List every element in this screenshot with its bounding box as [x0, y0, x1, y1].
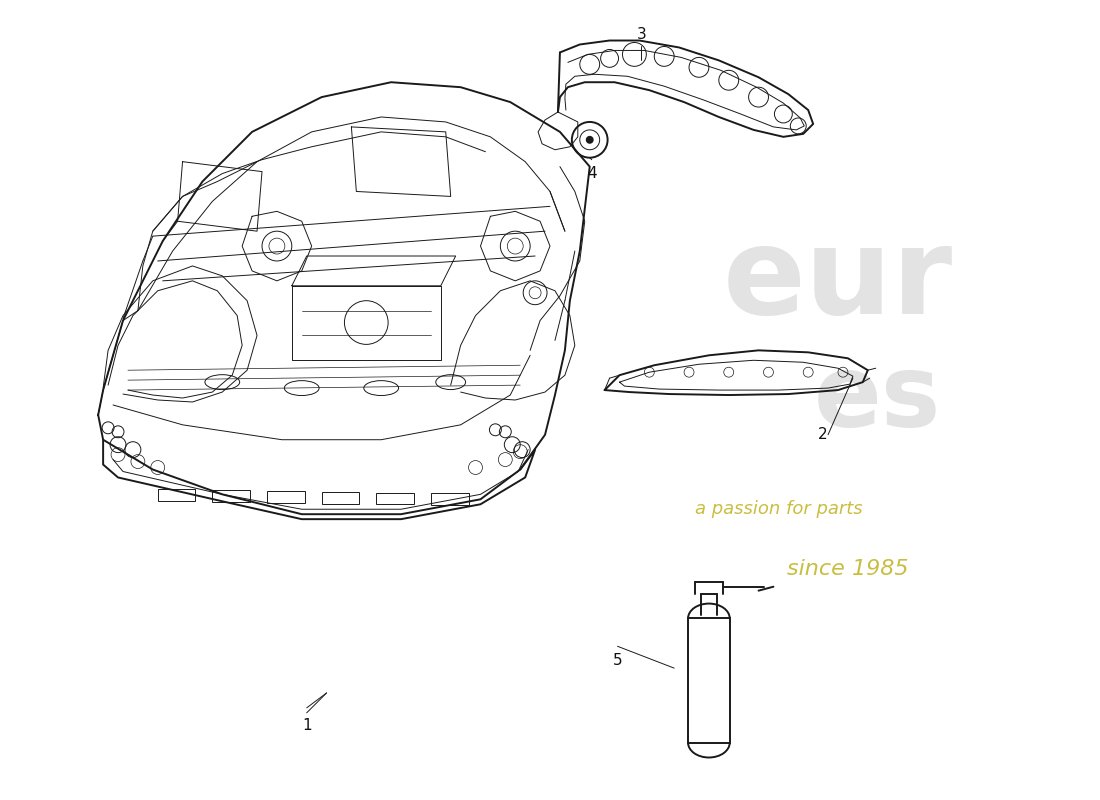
Text: 2: 2: [818, 427, 828, 442]
Text: es: es: [814, 351, 942, 449]
Bar: [212, 490, 250, 502]
Bar: [157, 490, 196, 502]
Text: 1: 1: [301, 718, 311, 734]
Text: eur: eur: [723, 222, 953, 339]
Text: since 1985: since 1985: [788, 559, 909, 579]
Bar: [376, 493, 414, 505]
Text: 5: 5: [613, 653, 623, 668]
Bar: [431, 494, 469, 506]
Bar: [321, 492, 360, 504]
Text: a passion for parts: a passion for parts: [694, 500, 862, 518]
Bar: [688, 618, 729, 742]
Text: 4: 4: [587, 166, 596, 181]
Text: 3: 3: [637, 27, 646, 42]
Circle shape: [586, 137, 593, 142]
Bar: [267, 491, 305, 503]
